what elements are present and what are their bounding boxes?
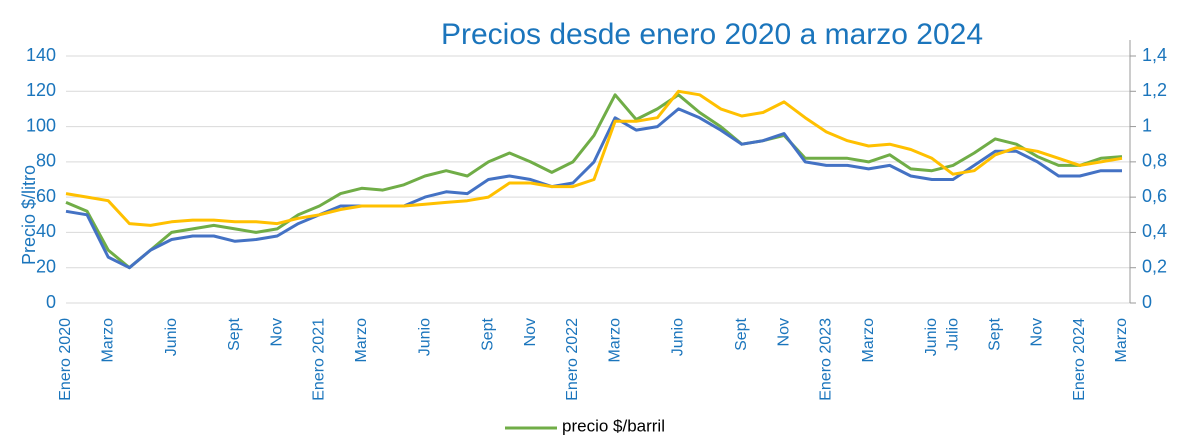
x-tick-label: Marzo xyxy=(606,318,623,363)
x-tick-label: Sept xyxy=(480,317,497,350)
legend-label: precio $/barril xyxy=(562,416,665,435)
y-tick-label: 20 xyxy=(36,256,56,276)
x-tick-label: Nov xyxy=(522,318,539,346)
series-line xyxy=(65,93,1123,270)
y2-tick-label: 1,2 xyxy=(1142,80,1167,100)
y-axis-label: Precio $/litro xyxy=(19,165,39,265)
x-tick-label: Enero 2023 xyxy=(818,318,835,401)
x-tick-label: Enero 2021 xyxy=(311,318,328,401)
y-tick-label: 140 xyxy=(26,45,56,65)
y2-tick-label: 0,2 xyxy=(1142,256,1167,276)
x-tick-label: Marzo xyxy=(1113,318,1130,363)
x-tick-label: Marzo xyxy=(353,318,370,363)
x-tick-label: Nov xyxy=(1029,318,1046,346)
chart-title: Precios desde enero 2020 a marzo 2024 xyxy=(441,18,983,51)
y-tick-label: 120 xyxy=(26,80,56,100)
series-line xyxy=(65,89,1123,227)
y2-tick-label: 0,8 xyxy=(1142,151,1167,171)
x-tick-label: Marzo xyxy=(99,318,116,363)
x-tick-label: Marzo xyxy=(860,318,877,363)
x-tick-label: Sept xyxy=(986,317,1003,350)
y-tick-label: 0 xyxy=(46,292,56,312)
y2-tick-label: 0,4 xyxy=(1142,221,1167,241)
y-tick-label: 100 xyxy=(26,115,56,135)
x-tick-label: Nov xyxy=(775,318,792,346)
y-tick-label: 80 xyxy=(36,151,56,171)
y2-tick-label: 0 xyxy=(1142,292,1152,312)
x-tick-label: Sept xyxy=(733,317,750,350)
series-line xyxy=(65,107,1122,270)
x-tick-label: Sept xyxy=(226,317,243,350)
x-tick-label: Julio xyxy=(944,318,961,351)
x-tick-label: Junio xyxy=(923,318,940,356)
y-tick-label: 60 xyxy=(36,186,56,206)
x-tick-label: Nov xyxy=(268,318,285,346)
y2-tick-label: 0,6 xyxy=(1142,186,1167,206)
x-tick-label: Junio xyxy=(163,318,180,356)
y2-tick-label: 1,4 xyxy=(1142,45,1167,65)
y2-tick-label: 1 xyxy=(1142,115,1152,135)
x-tick-label: Enero 2020 xyxy=(57,318,74,401)
y-tick-label: 40 xyxy=(36,221,56,241)
x-tick-label: Junio xyxy=(670,318,687,356)
x-tick-label: Enero 2022 xyxy=(564,318,581,401)
x-tick-label: Enero 2024 xyxy=(1071,318,1088,401)
x-tick-label: Junio xyxy=(416,318,433,356)
